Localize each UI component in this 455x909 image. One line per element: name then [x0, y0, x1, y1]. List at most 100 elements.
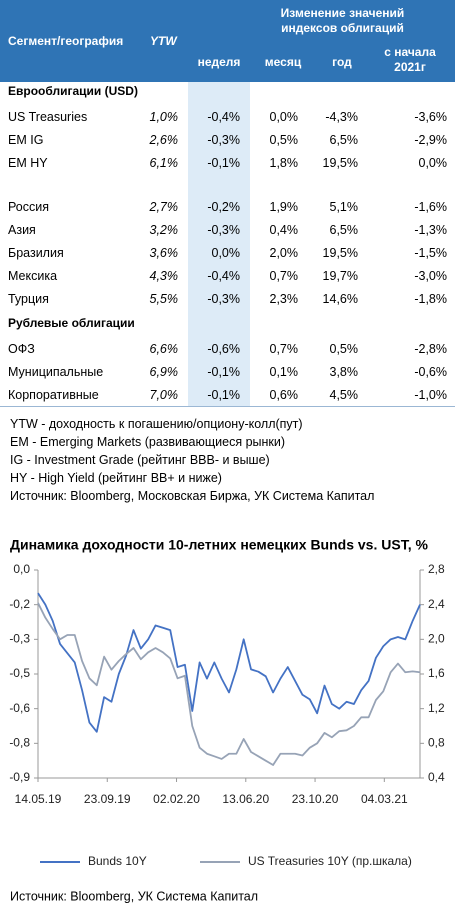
legend-label: Bunds 10Y [88, 854, 147, 868]
cell: -1,3% [414, 223, 447, 237]
cell: -0,3% [207, 292, 240, 306]
cell: 6,5% [329, 223, 359, 237]
row-label: Турция [8, 292, 49, 306]
header-ytd: с начала 2021г [384, 45, 436, 74]
row-label: Муниципальные [8, 365, 104, 379]
x-tick-label: 13.06.20 [222, 792, 269, 806]
row-label: US Treasuries [8, 110, 88, 124]
y2-tick-label: 2,0 [428, 632, 445, 646]
cell: -1,0% [414, 388, 447, 402]
cell: -0,6% [207, 342, 240, 356]
header-segment: Сегмент/география [8, 34, 124, 48]
cell: 0,5% [329, 342, 359, 356]
y-tick-label: -0,6 [9, 701, 30, 715]
cell: -4,3% [325, 110, 358, 124]
table-header-band [0, 0, 455, 82]
row-label: Россия [8, 200, 49, 214]
cell: 0,4% [269, 223, 299, 237]
cell: 19,5% [322, 246, 358, 260]
cell: 2,0% [269, 246, 299, 260]
cell: 1,9% [269, 200, 299, 214]
footnote: IG - Investment Grade (рейтинг BBB- и вы… [10, 453, 270, 467]
cell: 0,6% [269, 388, 299, 402]
cell: 0,0% [269, 110, 299, 124]
y2-tick-label: 1,6 [428, 666, 445, 680]
y-tick-label: -0,8 [9, 736, 30, 750]
y2-tick-label: 2,4 [428, 597, 445, 611]
header-week: неделя [197, 55, 241, 69]
week-highlight [188, 82, 250, 407]
cell: 0,1% [269, 365, 299, 379]
y-tick-label: -0,5 [9, 666, 30, 680]
cell: 0,5% [269, 133, 299, 147]
cell: 3,2% [149, 223, 179, 237]
y2-tick-label: 0,4 [428, 770, 445, 784]
cell: -1,8% [414, 292, 447, 306]
row-label: EM IG [8, 133, 44, 147]
chart: Динамика доходности 10-летних немецких B… [9, 537, 445, 904]
cell: 0,0% [418, 156, 448, 170]
x-tick-label: 14.05.19 [15, 792, 62, 806]
cell: -0,3% [207, 223, 240, 237]
cell: 6,1% [149, 156, 179, 170]
section-title: Рублевые облигации [8, 316, 135, 330]
cell: 6,9% [149, 365, 179, 379]
x-tick-label: 23.10.20 [292, 792, 339, 806]
y2-tick-label: 2,8 [428, 562, 445, 576]
header-year: год [332, 55, 352, 69]
row-label: Бразилия [8, 246, 64, 260]
row-label: Корпоративные [8, 388, 99, 402]
cell: -0,1% [207, 388, 240, 402]
cell: -0,1% [207, 156, 240, 170]
cell: 5,5% [149, 292, 179, 306]
cell: 0,7% [269, 269, 299, 283]
cell: -0,6% [414, 365, 447, 379]
cell: 5,1% [329, 200, 359, 214]
footnote: YTW - доходность к погашению/опциону-кол… [10, 417, 303, 431]
cell: -1,5% [414, 246, 447, 260]
cell: 19,5% [322, 156, 358, 170]
y-tick-label: -0,9 [9, 770, 30, 784]
cell: -3,0% [414, 269, 447, 283]
cell: -2,8% [414, 342, 447, 356]
y-tick-label: -0,3 [9, 632, 30, 646]
cell: -0,4% [207, 269, 240, 283]
legend-label: US Treasuries 10Y (пр.шкала) [248, 854, 412, 868]
header-ytw: YTW [150, 34, 177, 48]
y-tick-label: 0,0 [13, 562, 30, 576]
chart-title: Динамика доходности 10-летних немецких B… [10, 537, 428, 553]
cell: 7,0% [149, 388, 179, 402]
row-label: Азия [8, 223, 36, 237]
cell: -0,3% [207, 133, 240, 147]
cell: 3,8% [329, 365, 359, 379]
x-tick-label: 23.09.19 [84, 792, 131, 806]
section-title: Еврооблигации (USD) [8, 84, 138, 98]
row-label: ОФЗ [8, 342, 35, 356]
cell: 2,7% [149, 200, 179, 214]
cell: -0,4% [207, 110, 240, 124]
cell: -1,6% [414, 200, 447, 214]
cell: 0,0% [211, 246, 241, 260]
footnote: HY - High Yield (рейтинг BB+ и ниже) [10, 471, 222, 485]
y2-tick-label: 0,8 [428, 736, 445, 750]
footnote: Источник: Bloomberg, Московская Биржа, У… [10, 489, 375, 503]
header-group: Изменение значений индексов облигаций [280, 6, 405, 35]
cell: 6,6% [149, 342, 179, 356]
cell: -2,9% [414, 133, 447, 147]
cell: 4,5% [329, 388, 359, 402]
cell: 2,6% [149, 133, 179, 147]
cell: 0,7% [269, 342, 299, 356]
header-month: месяц [264, 55, 302, 69]
cell: -0,1% [207, 365, 240, 379]
series-line [37, 602, 421, 766]
footnote: EM - Emerging Markets (развивающиеся рын… [10, 435, 286, 449]
x-tick-label: 04.03.21 [361, 792, 408, 806]
cell: 6,5% [329, 133, 359, 147]
series-line [37, 592, 421, 733]
cell: -0,2% [207, 200, 240, 214]
chart-source: Источник: Bloomberg, УК Система Капитал [10, 889, 258, 903]
cell: 19,7% [322, 269, 358, 283]
y-tick-label: -0,2 [9, 597, 30, 611]
cell: 3,6% [149, 246, 179, 260]
